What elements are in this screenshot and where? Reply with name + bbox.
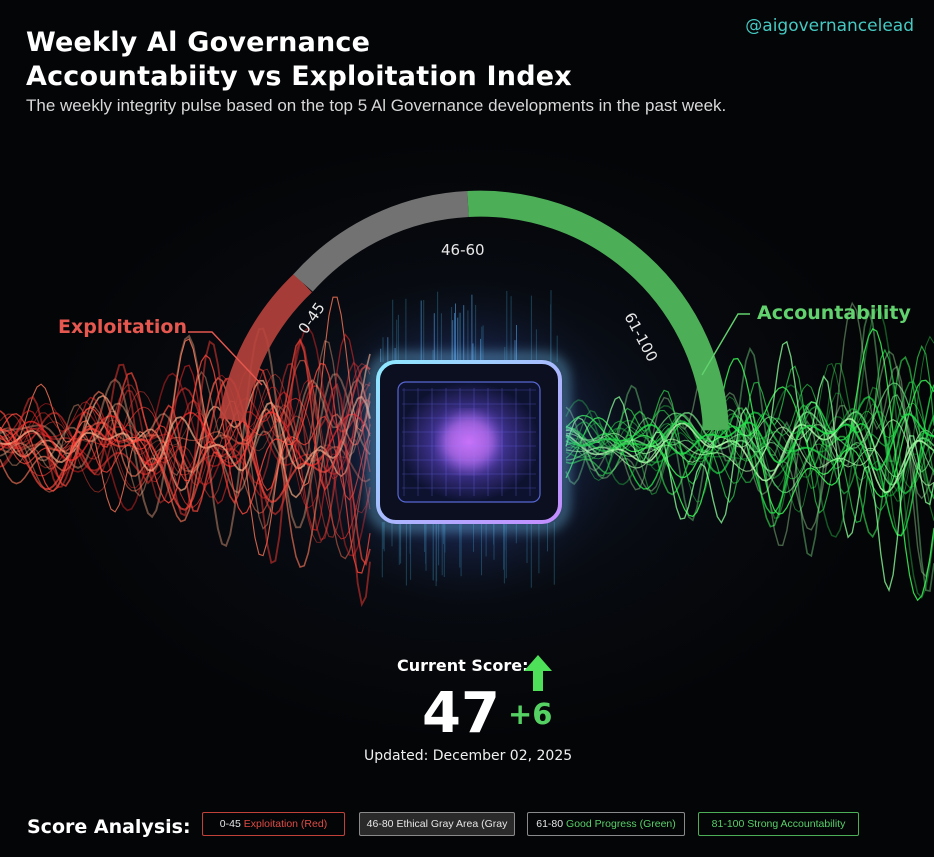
legend-range: 81-100 bbox=[711, 818, 745, 830]
score-analysis-title: Score Analysis: bbox=[27, 816, 191, 838]
title-line-1: Weekly Al Governance bbox=[26, 27, 371, 58]
legend-range: 46-80 bbox=[366, 818, 394, 830]
legend-range: 61-80 bbox=[536, 818, 564, 830]
signal-wave bbox=[0, 374, 371, 514]
accountability-label: Accountability bbox=[757, 302, 911, 324]
legend-exploitation: 0-45 Exploitation (Red) bbox=[202, 812, 345, 836]
legend-gray-area: 46-80 Ethical Gray Area (Gray bbox=[359, 812, 515, 836]
score-delta: +6 bbox=[508, 697, 553, 731]
page-title: Weekly Al Governance Accountabiity vs Ex… bbox=[26, 26, 572, 94]
gauge-label-61-100: 61-100 bbox=[620, 309, 661, 364]
page-subtitle: The weekly integrity pulse based on the … bbox=[26, 96, 727, 115]
signal-wave bbox=[0, 378, 371, 494]
legend-range: 0-45 bbox=[219, 818, 241, 830]
legend-strong-accountability: 81-100 Strong Accountability bbox=[698, 812, 859, 836]
legend-text: Good Progress (Green) bbox=[566, 818, 676, 830]
arrow-up-icon bbox=[524, 655, 552, 691]
signal-wave bbox=[0, 368, 371, 510]
title-line-2: Accountabiity vs Exploitation Index bbox=[26, 61, 572, 92]
label-leader-lines bbox=[188, 313, 750, 386]
ai-chip-icon bbox=[369, 353, 569, 531]
author-handle: @aigovernancelead bbox=[745, 16, 914, 36]
signal-wave bbox=[0, 376, 371, 568]
legend-good-progress: 61-80 Good Progress (Green) bbox=[527, 812, 685, 836]
current-score-value: 47 bbox=[422, 681, 500, 746]
current-score-label: Current Score: bbox=[397, 656, 529, 675]
gauge-segment-accountability bbox=[467, 190, 729, 431]
gauge-segment-gray bbox=[293, 191, 469, 292]
gauge-segment-exploitation bbox=[219, 273, 313, 423]
signal-wave bbox=[0, 333, 371, 531]
gauge-label-46-60: 46-60 bbox=[441, 241, 485, 259]
updated-date: Updated: December 02, 2025 bbox=[364, 748, 573, 764]
legend-text: Exploitation (Red) bbox=[243, 818, 328, 830]
legend-text: Ethical Gray Area (Gray bbox=[396, 818, 508, 830]
signal-wave bbox=[0, 337, 371, 608]
signal-wave bbox=[0, 326, 371, 557]
exploitation-label: Exploitation bbox=[58, 316, 187, 338]
legend-text: Strong Accountability bbox=[747, 818, 846, 830]
